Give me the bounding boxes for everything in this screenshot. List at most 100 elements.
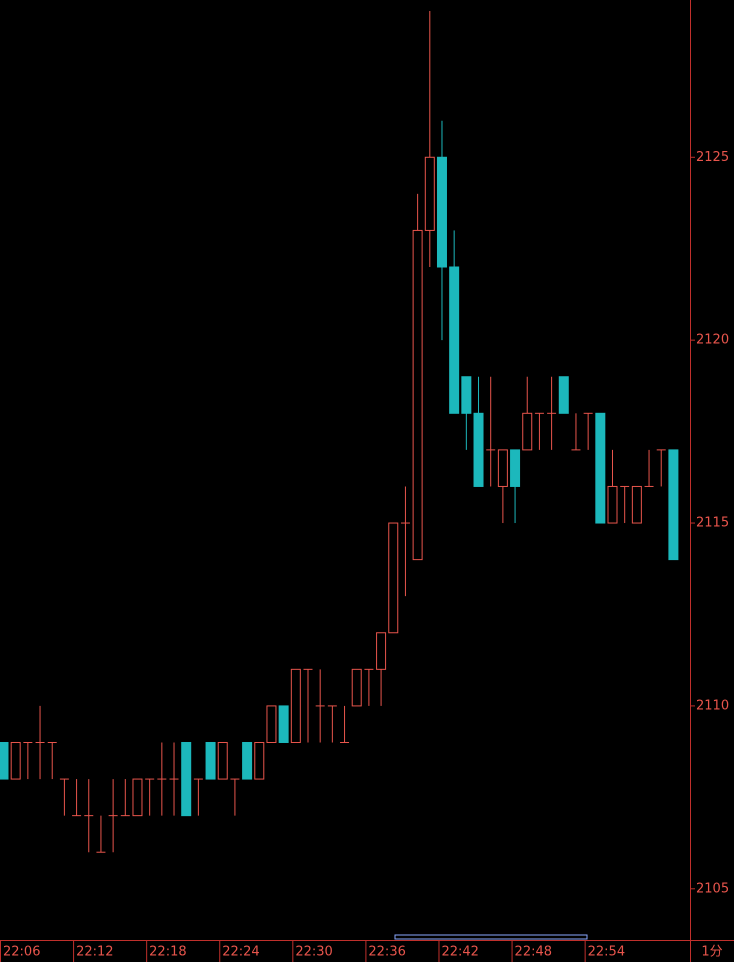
candle bbox=[424, 10, 435, 268]
candle-body bbox=[217, 741, 228, 780]
candle bbox=[486, 376, 496, 487]
x-tick-label: 22:24 bbox=[222, 945, 259, 960]
candle-body bbox=[449, 266, 460, 414]
candle-body bbox=[388, 522, 399, 634]
candle-body bbox=[522, 412, 533, 451]
candle bbox=[108, 779, 118, 853]
candle bbox=[278, 705, 289, 743]
candle bbox=[547, 376, 557, 450]
period-label: 1分 bbox=[701, 945, 722, 960]
candle-body bbox=[351, 668, 362, 707]
candle bbox=[522, 376, 533, 451]
x-tick-label: 22:54 bbox=[588, 945, 625, 960]
y-tick-label: 2120 bbox=[696, 333, 729, 348]
candle bbox=[254, 741, 265, 780]
candle bbox=[644, 449, 654, 487]
candle bbox=[84, 779, 94, 853]
candle bbox=[571, 413, 581, 451]
candle bbox=[656, 449, 666, 487]
candle-body bbox=[473, 412, 484, 487]
candle bbox=[412, 193, 423, 561]
candle bbox=[534, 412, 544, 450]
x-tick-label: 22:30 bbox=[295, 945, 332, 960]
candle-body bbox=[424, 156, 435, 231]
candle-body bbox=[254, 741, 265, 780]
candle bbox=[497, 449, 508, 524]
candle-body bbox=[132, 778, 143, 817]
candle bbox=[388, 522, 399, 634]
candle bbox=[340, 705, 350, 743]
candle-body bbox=[631, 485, 642, 524]
candle bbox=[461, 376, 472, 450]
candle bbox=[631, 485, 642, 524]
candle bbox=[145, 778, 155, 816]
candle bbox=[242, 741, 253, 780]
candle bbox=[473, 376, 484, 487]
candle bbox=[327, 705, 337, 743]
candle-body bbox=[10, 741, 21, 780]
x-tick-label: 22:48 bbox=[515, 945, 552, 960]
y-tick-label: 2105 bbox=[696, 881, 729, 896]
candle-body bbox=[510, 449, 521, 487]
candle bbox=[558, 376, 569, 414]
candle bbox=[607, 449, 618, 524]
candle-body bbox=[181, 741, 192, 817]
candle-body bbox=[595, 412, 606, 524]
candle bbox=[120, 779, 130, 817]
x-tick-label: 22:12 bbox=[76, 945, 113, 960]
candle bbox=[449, 230, 460, 414]
candle bbox=[266, 705, 277, 743]
candle bbox=[132, 778, 143, 817]
candle bbox=[193, 778, 203, 816]
candle bbox=[217, 741, 228, 780]
candle bbox=[35, 705, 45, 780]
candle bbox=[0, 741, 9, 780]
candle bbox=[510, 449, 521, 524]
candle-body bbox=[668, 449, 679, 561]
y-tick-label: 2110 bbox=[696, 698, 729, 713]
candle-body bbox=[242, 741, 253, 780]
candle-body bbox=[278, 705, 289, 743]
candle bbox=[59, 778, 69, 816]
candle bbox=[47, 741, 57, 780]
candle bbox=[10, 741, 21, 780]
candle-body bbox=[0, 741, 9, 780]
scroll-indicator bbox=[394, 934, 588, 940]
candle bbox=[668, 449, 679, 561]
candle-body bbox=[461, 376, 472, 414]
candle bbox=[595, 412, 606, 524]
candle bbox=[583, 412, 593, 450]
candle-body bbox=[205, 741, 216, 780]
candle bbox=[205, 741, 216, 780]
candle bbox=[230, 778, 240, 816]
candle bbox=[181, 741, 192, 817]
y-tick-label: 2125 bbox=[696, 150, 729, 165]
x-tick-label: 22:36 bbox=[368, 945, 405, 960]
x-tick-label: 22:06 bbox=[3, 945, 40, 960]
candle-body bbox=[607, 485, 618, 524]
candle bbox=[23, 741, 33, 780]
candle-body bbox=[376, 632, 387, 670]
candle bbox=[169, 742, 179, 816]
candle-body bbox=[412, 229, 423, 561]
candle bbox=[400, 486, 410, 597]
candle bbox=[436, 120, 447, 341]
candle bbox=[364, 668, 374, 706]
candle bbox=[157, 742, 167, 816]
candle bbox=[96, 815, 106, 853]
x-tick-label: 22:42 bbox=[441, 945, 478, 960]
candle bbox=[315, 669, 325, 743]
candle bbox=[351, 668, 362, 707]
candle bbox=[620, 485, 630, 524]
x-tick-label: 22:18 bbox=[149, 945, 186, 960]
candle-body bbox=[558, 376, 569, 414]
candle-body bbox=[290, 668, 301, 743]
candle bbox=[303, 668, 313, 743]
y-tick-label: 2115 bbox=[696, 516, 729, 531]
candle bbox=[376, 632, 387, 706]
candle-body bbox=[436, 156, 447, 268]
candle bbox=[290, 668, 301, 743]
candle bbox=[72, 779, 82, 817]
candle-body bbox=[497, 449, 508, 487]
